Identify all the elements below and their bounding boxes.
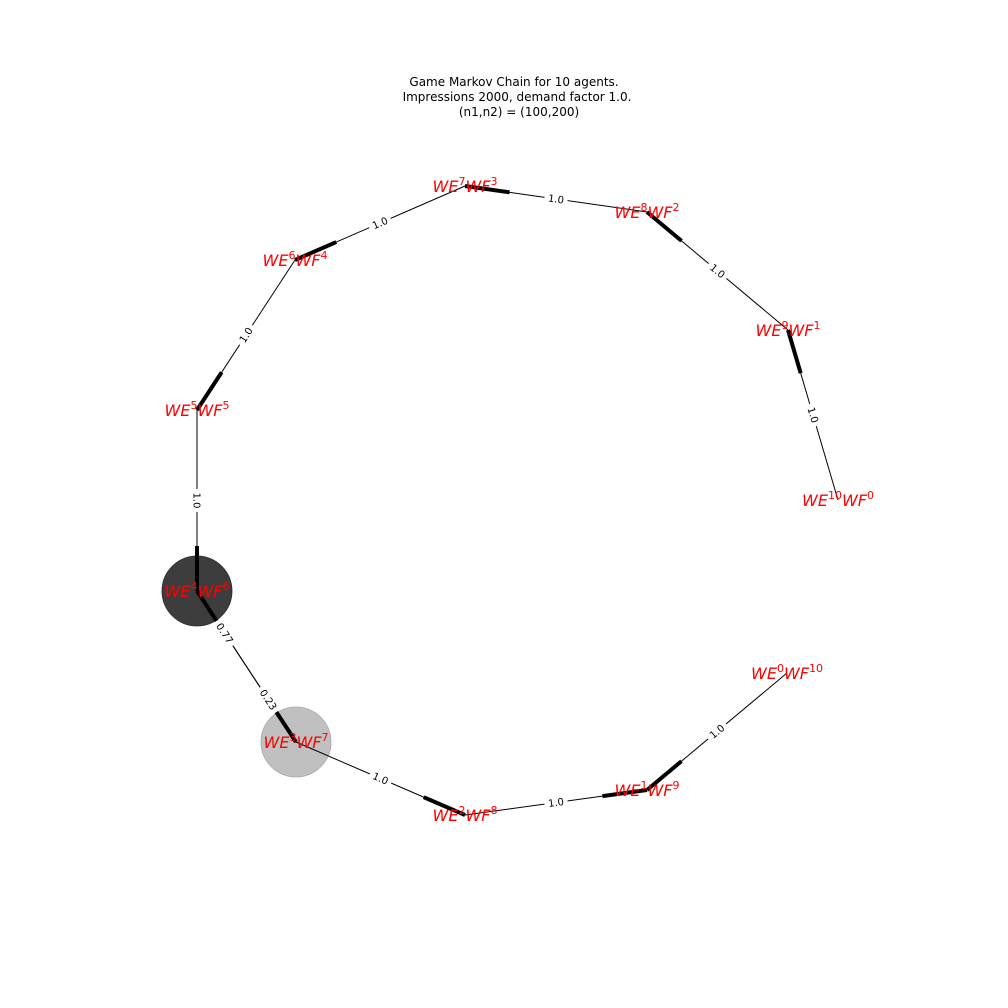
edge-label-group: 1.0 [543,793,569,812]
node-label-n9: WE9WF1 [756,319,821,340]
edge-arrow [786,329,803,374]
edge-arrow [195,371,224,412]
title-line-3: (n1,n2) = (100,200) [459,105,579,119]
edge-label-bg [367,767,394,790]
edge-label-bg [543,190,569,208]
node-label-n10: WE10WF0 [802,489,874,510]
diagram-title: Game Markov Chain for 10 agents. Impress… [403,75,632,119]
edge-label-bg [190,488,204,513]
edge-label-bg [254,683,283,716]
node-label-n4: WE4WF6 [165,580,230,601]
edge-label-group: 1.0 [366,211,394,235]
edge-label-bg [803,401,823,429]
edge-label-group: 1.0 [543,190,569,208]
edge-n3-n4 [195,589,297,743]
edge-label-group: 1.0 [190,488,204,513]
edge-label-bg [703,718,731,745]
edge-label-bg [233,321,259,349]
edge-label-group: 1.0 [233,321,259,349]
node-label-n2: WE2WF8 [433,804,498,825]
edge-arrow [422,795,466,817]
edge-label: 1.0 [805,406,820,424]
node-label-n6: WE6WF4 [263,249,328,270]
edge-label: 1.0 [191,493,202,509]
edge-arrow [645,210,683,243]
node-label-n3: WE3WF7 [264,731,329,752]
node-label-n5: WE5WF5 [165,399,230,420]
title-line-2: Impressions 2000, demand factor 1.0. [403,90,632,104]
edge-label-group: 1.0 [703,718,731,745]
node-layer: WE10WF0 WE9WF1 WE8WF2 WE7WF3 WE6WF4 WE5WF5 WE4… [165,175,874,825]
edge-label-group: 1.0 [367,767,394,790]
edge-label-group: 1.0 [803,401,823,429]
edge-arrow [602,788,648,799]
node-label-n0: WE0WF10 [751,662,823,683]
title-line-1: Game Markov Chain for 10 agents. [409,75,618,89]
edge-label-bg [704,258,731,284]
edge-label-bg [366,211,394,235]
edge-arrow [464,184,510,195]
edge-label-group: 1.0 [704,258,731,284]
node-label-n8: WE8WF2 [615,201,680,222]
node-label-n1: WE1WF9 [615,779,680,800]
edge-label-bg [543,793,569,812]
edge-label-bg [210,617,239,650]
edge-label: 1.0 [547,193,564,206]
edge-label: 1.0 [548,797,565,810]
edge-arrow [645,759,683,792]
node-label-n7: WE7WF3 [433,175,498,196]
edge-arrow [294,240,338,262]
